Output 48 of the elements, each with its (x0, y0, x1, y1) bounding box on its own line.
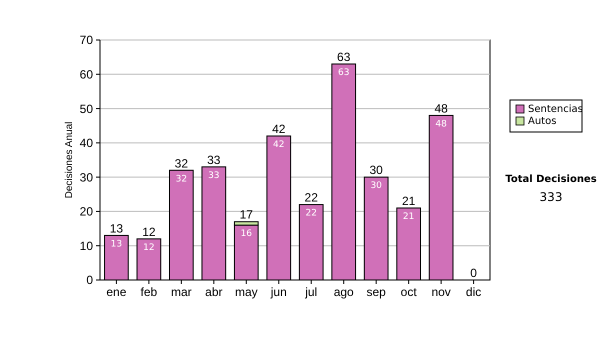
y-tick-label: 30 (80, 170, 94, 184)
total-label: 30 (370, 163, 384, 178)
text: 333 (540, 190, 562, 204)
y-tick-label: 50 (80, 102, 94, 116)
total-label: 13 (110, 221, 124, 236)
x-tick-label: may (234, 285, 258, 299)
total-label: 42 (272, 122, 286, 136)
data-label: 21 (402, 212, 414, 222)
data-label: 12 (143, 242, 155, 253)
total-label: 12 (142, 224, 156, 239)
x-tick-label: ago (334, 285, 354, 299)
data-label: 32 (176, 174, 188, 184)
data-label: 42 (273, 140, 284, 150)
total-label: 63 (337, 50, 351, 64)
total-label: 32 (174, 156, 188, 170)
y-tick-label: 20 (80, 204, 94, 219)
total-label: 22 (304, 190, 318, 205)
text: Total Decisiones (505, 174, 597, 185)
x-tick-label: abr (205, 285, 222, 299)
y-tick-label: 40 (80, 136, 94, 150)
data-label: 48 (435, 119, 448, 130)
y-tick-label: 10 (80, 238, 94, 253)
x-tick-label: oct (400, 285, 418, 299)
x-tick-label: sep (366, 285, 386, 299)
x-tick-label: dic (466, 285, 482, 299)
total-label: 33 (207, 152, 221, 167)
total-label: 0 (470, 266, 478, 280)
data-label: 30 (370, 181, 382, 192)
total-label: 17 (240, 208, 254, 222)
data-label: 33 (208, 170, 220, 181)
y-tick-label: 60 (80, 67, 94, 82)
y-tick-label: 0 (86, 273, 94, 288)
legend-label: Autos (528, 116, 556, 127)
x-tick-label: jun (270, 285, 287, 299)
x-tick-label: jul (304, 285, 318, 299)
x-tick-label: nov (431, 285, 451, 299)
data-label: 22 (306, 208, 317, 219)
x-tick-label: feb (140, 285, 158, 299)
data-label: 16 (240, 229, 252, 240)
data-label: 63 (338, 68, 350, 78)
y-tick-label: 70 (80, 33, 94, 48)
total-label: 21 (402, 194, 416, 208)
total-label: 48 (434, 101, 448, 116)
legend-label: Sentencias (528, 104, 583, 115)
y-axis-title: Decisiones Anual (64, 122, 75, 198)
x-tick-label: ene (106, 285, 127, 299)
data-label: 13 (110, 239, 122, 250)
x-tick-label: mar (171, 285, 192, 299)
